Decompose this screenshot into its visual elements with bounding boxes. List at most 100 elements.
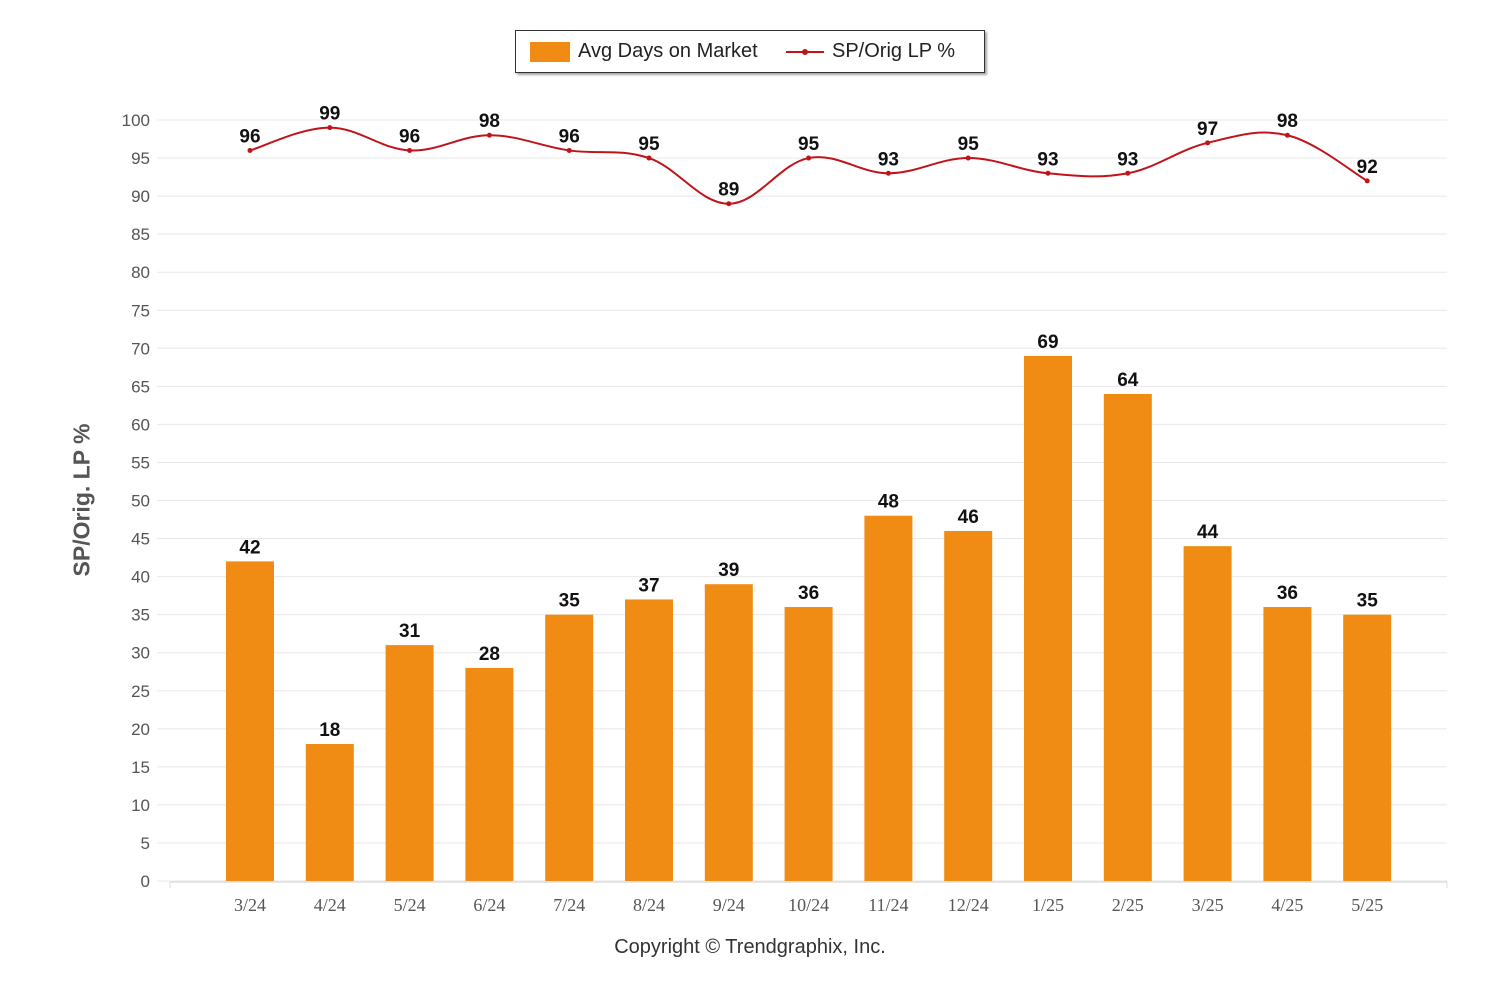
x-tick-label: 5/24	[394, 895, 426, 915]
legend: Avg Days on Market SP/Orig LP %	[515, 30, 985, 73]
x-tick-label: 4/24	[314, 895, 346, 915]
y-tick-label: 20	[131, 720, 150, 739]
y-tick-label: 60	[131, 415, 150, 434]
bar-value-label: 31	[399, 621, 421, 642]
y-tick-label: 50	[131, 492, 150, 511]
bar-value-label: 35	[559, 591, 581, 612]
y-tick-label: 35	[131, 606, 150, 625]
bar-value-label: 28	[479, 644, 500, 665]
bar	[385, 645, 434, 881]
bar-value-label: 39	[718, 560, 739, 581]
x-tick-label: 2/25	[1112, 895, 1144, 915]
bar	[305, 744, 354, 881]
x-tick-label: 9/24	[713, 895, 745, 915]
bar	[1343, 614, 1392, 881]
bar-value-label: 42	[239, 537, 260, 558]
bar-value-label: 46	[958, 507, 979, 528]
y-tick-label: 85	[131, 225, 150, 244]
line-point	[965, 155, 971, 161]
line-point	[327, 125, 333, 131]
bar-value-label: 18	[319, 720, 340, 741]
bar	[1024, 355, 1072, 881]
legend-line-swatch	[786, 48, 824, 55]
bar	[1263, 607, 1312, 881]
x-tick-label: 3/25	[1192, 895, 1224, 915]
data-labels: 42 18 31 28 35 37 39 36 48 46 69 64 44 36 35 96 99 96 98 96…	[239, 104, 1378, 741]
line-point	[1045, 170, 1051, 176]
y-tick-label: 55	[131, 453, 150, 472]
y-tick-label: 70	[131, 339, 150, 358]
y-tick-label: 80	[131, 263, 150, 282]
line-point	[1125, 170, 1131, 176]
sp-orig-lp-line	[249, 126, 1368, 205]
line-value-label: 92	[1357, 157, 1378, 178]
line-value-label: 98	[479, 111, 500, 132]
line-value-label: 93	[878, 149, 899, 170]
bar	[864, 515, 913, 881]
bar	[545, 614, 594, 881]
line-value-label: 93	[1117, 149, 1138, 170]
bar-value-label: 69	[1037, 332, 1058, 353]
line-point	[806, 155, 812, 161]
x-tick-label: 1/25	[1032, 895, 1064, 915]
bar	[625, 599, 673, 881]
bar	[704, 584, 753, 881]
bar	[1103, 393, 1152, 881]
line-point	[646, 155, 652, 161]
bar-series	[226, 355, 1392, 881]
x-tick-label: 5/25	[1351, 895, 1383, 915]
line-value-label: 98	[1277, 111, 1298, 132]
y-tick-label: 65	[131, 377, 150, 396]
y-tick-label: 40	[131, 568, 150, 587]
grid-lines	[157, 119, 1448, 888]
copyright-text: Copyright © Trendgraphix, Inc.	[614, 936, 886, 958]
bar	[944, 530, 993, 881]
line-value-label: 89	[718, 180, 739, 201]
y-tick-label: 10	[131, 796, 150, 815]
legend-item-avg-days[interactable]: Avg Days on Market	[530, 31, 758, 72]
y-tick-label: 30	[131, 644, 150, 663]
y-axis-ticks: 0 5 10 15 20 25 30 35 40 45 50 55 60 65 70 75 80 85 90 95 10…	[122, 111, 150, 891]
bar-value-label: 64	[1117, 370, 1139, 391]
y-tick-label: 90	[131, 187, 150, 206]
line-value-label: 96	[239, 126, 260, 147]
line-value-label: 95	[638, 134, 660, 155]
line-point	[1205, 140, 1211, 146]
line-point	[1364, 178, 1370, 184]
x-tick-label: 6/24	[473, 895, 505, 915]
legend-item-sp-orig-lp[interactable]: SP/Orig LP %	[786, 31, 955, 72]
bar	[465, 667, 514, 881]
line-point	[486, 132, 492, 138]
line-point	[407, 147, 413, 153]
bar-value-label: 44	[1197, 522, 1219, 543]
y-tick-label: 100	[122, 111, 150, 130]
legend-line-label: SP/Orig LP %	[832, 40, 956, 62]
line-point	[885, 170, 891, 176]
bar-value-label: 35	[1357, 591, 1379, 612]
legend-bars-label: Avg Days on Market	[578, 40, 758, 62]
line-value-label: 97	[1197, 119, 1218, 140]
y-tick-label: 75	[131, 301, 150, 320]
bar-value-label: 37	[638, 575, 659, 596]
bar-value-label: 36	[798, 583, 819, 604]
line-point	[726, 201, 732, 207]
x-axis-ticks: 3/24 4/24 5/24 6/24 7/24 8/24 9/24 10/24 11/24 12…	[234, 895, 1383, 915]
x-tick-label: 11/24	[868, 895, 908, 915]
x-tick-label: 4/25	[1271, 895, 1303, 915]
y-axis-title: SP/Orig. LP %	[68, 423, 95, 577]
line-value-label: 93	[1037, 149, 1058, 170]
line-point	[247, 147, 253, 153]
x-tick-label: 8/24	[633, 895, 665, 915]
y-tick-label: 15	[131, 758, 150, 777]
x-tick-label: 7/24	[553, 895, 585, 915]
line-point	[1284, 132, 1290, 138]
line-value-label: 95	[798, 134, 820, 155]
line-series	[247, 125, 1370, 207]
line-value-label: 96	[559, 126, 580, 147]
x-tick-label: 3/24	[234, 895, 266, 915]
y-tick-label: 25	[131, 682, 150, 701]
bar-value-label: 36	[1277, 583, 1298, 604]
bar	[784, 607, 833, 881]
x-tick-label: 12/24	[948, 895, 989, 915]
